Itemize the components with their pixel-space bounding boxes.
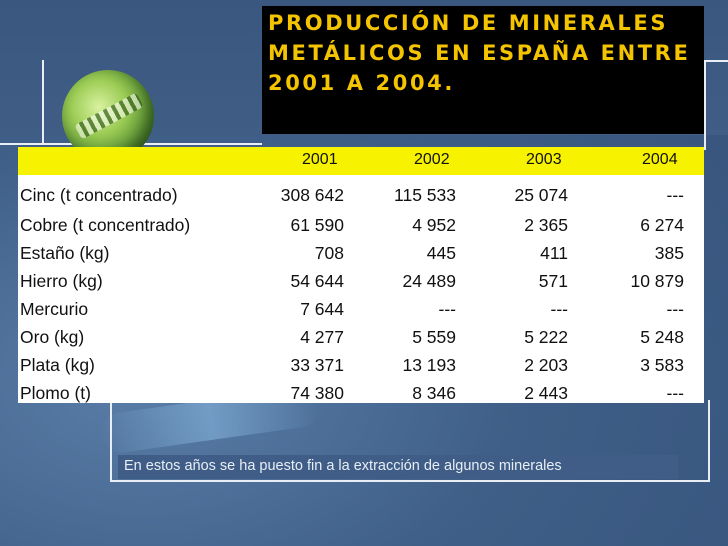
cell-2001: 4 277 bbox=[300, 327, 344, 347]
table-row: Plomo (t) 74 380 8 346 2 443 --- bbox=[18, 383, 704, 411]
frame-line-right bbox=[704, 60, 706, 150]
table-row: Mercurio 7 644 --- --- --- bbox=[18, 299, 704, 327]
cell-2004: --- bbox=[666, 185, 684, 205]
row-label: Oro (kg) bbox=[20, 327, 85, 347]
cell-2002: 5 559 bbox=[412, 327, 456, 347]
slide-title: PRODUCCIÓN DE MINERALES METÁLICOS EN ESP… bbox=[268, 11, 691, 95]
cell-2004: 6 274 bbox=[640, 215, 684, 235]
caption-text: En estos años se ha puesto fin a la extr… bbox=[124, 458, 562, 474]
cell-2001: 61 590 bbox=[290, 215, 344, 235]
cell-2004: 385 bbox=[654, 243, 684, 263]
table-row: Cinc (t concentrado) 308 642 115 533 25 … bbox=[18, 185, 704, 213]
cell-2004: 5 248 bbox=[640, 327, 684, 347]
cell-2002: 115 533 bbox=[394, 185, 456, 205]
cell-2002: 8 346 bbox=[412, 383, 456, 403]
cell-2003: --- bbox=[550, 299, 568, 319]
row-label: Plomo (t) bbox=[20, 383, 91, 403]
row-label: Mercurio bbox=[20, 299, 89, 319]
caption-box bbox=[118, 455, 678, 479]
cell-2001: 7 644 bbox=[300, 299, 344, 319]
cell-2004: 10 879 bbox=[630, 271, 684, 291]
cell-2004: --- bbox=[666, 299, 684, 319]
cell-2002: --- bbox=[438, 299, 456, 319]
decorative-circle-image bbox=[62, 70, 154, 162]
cell-2002: 4 952 bbox=[412, 215, 456, 235]
table-row: Plata (kg) 33 371 13 193 2 203 3 583 bbox=[18, 355, 704, 383]
row-label: Hierro (kg) bbox=[20, 271, 103, 291]
cell-2001: 74 380 bbox=[290, 383, 344, 403]
cell-2003: 2 365 bbox=[524, 215, 568, 235]
cell-2004: 3 583 bbox=[640, 355, 684, 375]
table-row: Estaño (kg) 708 445 411 385 bbox=[18, 243, 704, 271]
frame-line-left bbox=[42, 60, 44, 145]
header-2003: 2003 bbox=[526, 151, 562, 168]
header-2004: 2004 bbox=[642, 151, 678, 168]
table-row: Hierro (kg) 54 644 24 489 571 10 879 bbox=[18, 271, 704, 299]
production-table: 2001 2002 2003 2004 Cinc (t concentrado)… bbox=[18, 147, 704, 403]
cell-2002: 24 489 bbox=[402, 271, 456, 291]
cell-2002: 13 193 bbox=[402, 355, 456, 375]
table-row: Oro (kg) 4 277 5 559 5 222 5 248 bbox=[18, 327, 704, 355]
header-2001: 2001 bbox=[302, 151, 338, 168]
cell-2003: 5 222 bbox=[524, 327, 568, 347]
cell-2002: 445 bbox=[426, 243, 456, 263]
cell-2003: 2 443 bbox=[524, 383, 568, 403]
frame-line-bottom-right bbox=[708, 400, 710, 482]
row-label: Estaño (kg) bbox=[20, 243, 110, 263]
cell-2003: 411 bbox=[540, 243, 568, 263]
cell-2001: 308 642 bbox=[280, 185, 344, 205]
row-label: Plata (kg) bbox=[20, 355, 95, 375]
table-header-row: 2001 2002 2003 2004 bbox=[18, 147, 704, 175]
cell-2003: 25 074 bbox=[514, 185, 568, 205]
frame-line-right-top bbox=[704, 60, 728, 62]
cell-2001: 54 644 bbox=[290, 271, 344, 291]
header-2002: 2002 bbox=[414, 151, 450, 168]
frame-line-bottom-left bbox=[110, 400, 112, 482]
cell-2004: --- bbox=[666, 383, 684, 403]
cell-2001: 33 371 bbox=[290, 355, 344, 375]
title-box bbox=[262, 6, 704, 134]
table-row: Cobre (t concentrado) 61 590 4 952 2 365… bbox=[18, 215, 704, 243]
cell-2003: 2 203 bbox=[524, 355, 568, 375]
row-label: Cobre (t concentrado) bbox=[20, 215, 191, 235]
row-label: Cinc (t concentrado) bbox=[20, 185, 178, 205]
frame-line-bottom bbox=[110, 480, 710, 482]
cell-2003: 571 bbox=[538, 271, 568, 291]
cell-2001: 708 bbox=[314, 243, 344, 263]
